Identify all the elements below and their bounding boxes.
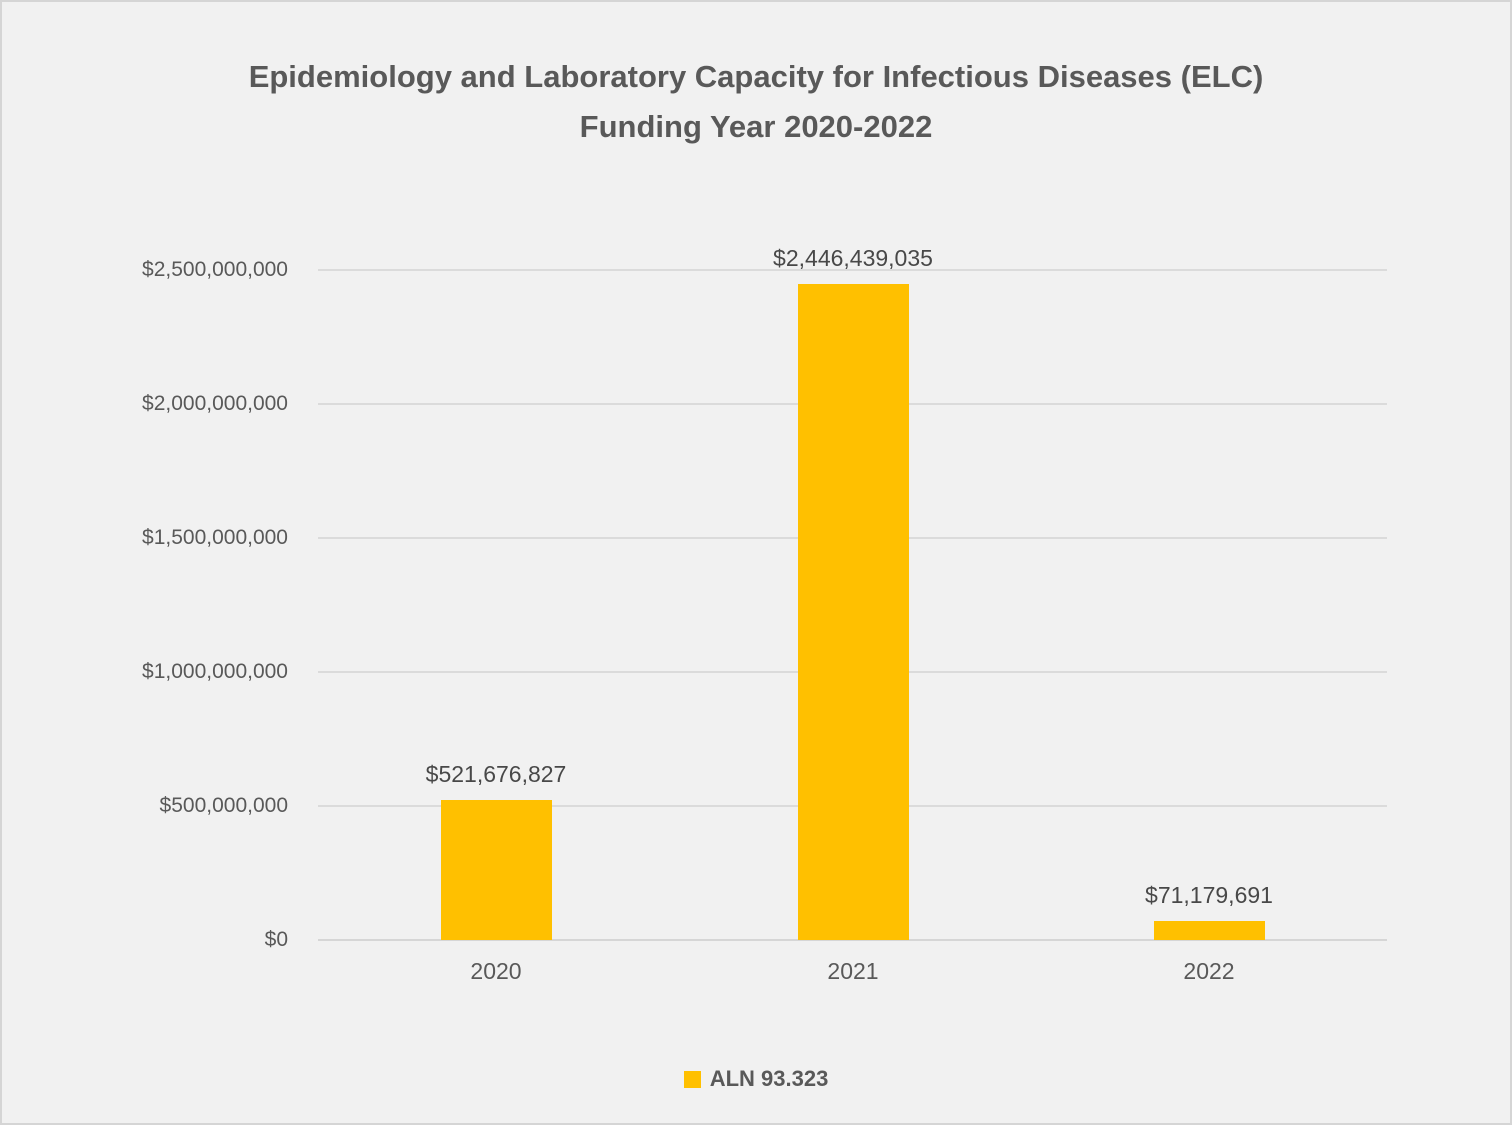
gridline [318, 269, 1387, 271]
x-axis-line [318, 939, 1387, 941]
bar-value-label-2020: $521,676,827 [425, 761, 567, 787]
y-axis-tick-label: $500,000,000 [159, 794, 288, 817]
y-axis: $0 $500,000,000 $1,000,000,000 $1,500,000,0… [2, 258, 288, 951]
y-axis-tick-label: $0 [264, 928, 288, 951]
x-axis-category-label-2021: 2021 [827, 958, 879, 984]
y-axis-tick-label: $1,000,000,000 [142, 660, 288, 683]
y-axis-tick-label: $1,500,000,000 [142, 526, 288, 549]
chart-title-line-2: Funding Year 2020-2022 [579, 109, 933, 145]
x-axis-category-label-2022: 2022 [1183, 958, 1235, 984]
plot-area: $521,676,827 2020 $2,446,439,035 2021 $71,17… [318, 245, 1387, 984]
legend: ALN 93.323 [2, 1066, 1510, 1092]
bar-2020 [440, 800, 552, 940]
x-axis-category-label-2020: 2020 [470, 958, 522, 984]
chart-title-line-1: Epidemiology and Laboratory Capacity for… [248, 59, 1264, 94]
bar-2022 [1153, 921, 1265, 940]
y-axis-tick-label: $2,000,000,000 [142, 392, 288, 415]
chart-title: Epidemiology and Laboratory Capacity for… [2, 52, 1510, 152]
y-axis-tick-label: $2,500,000,000 [142, 258, 288, 281]
bar-value-label-2022: $71,179,691 [1145, 882, 1273, 908]
legend-color-swatch-icon [683, 1070, 701, 1088]
bar-2021 [797, 284, 909, 940]
legend-label: ALN 93.323 [709, 1066, 829, 1091]
bar-value-label-2021: $2,446,439,035 [773, 245, 933, 271]
